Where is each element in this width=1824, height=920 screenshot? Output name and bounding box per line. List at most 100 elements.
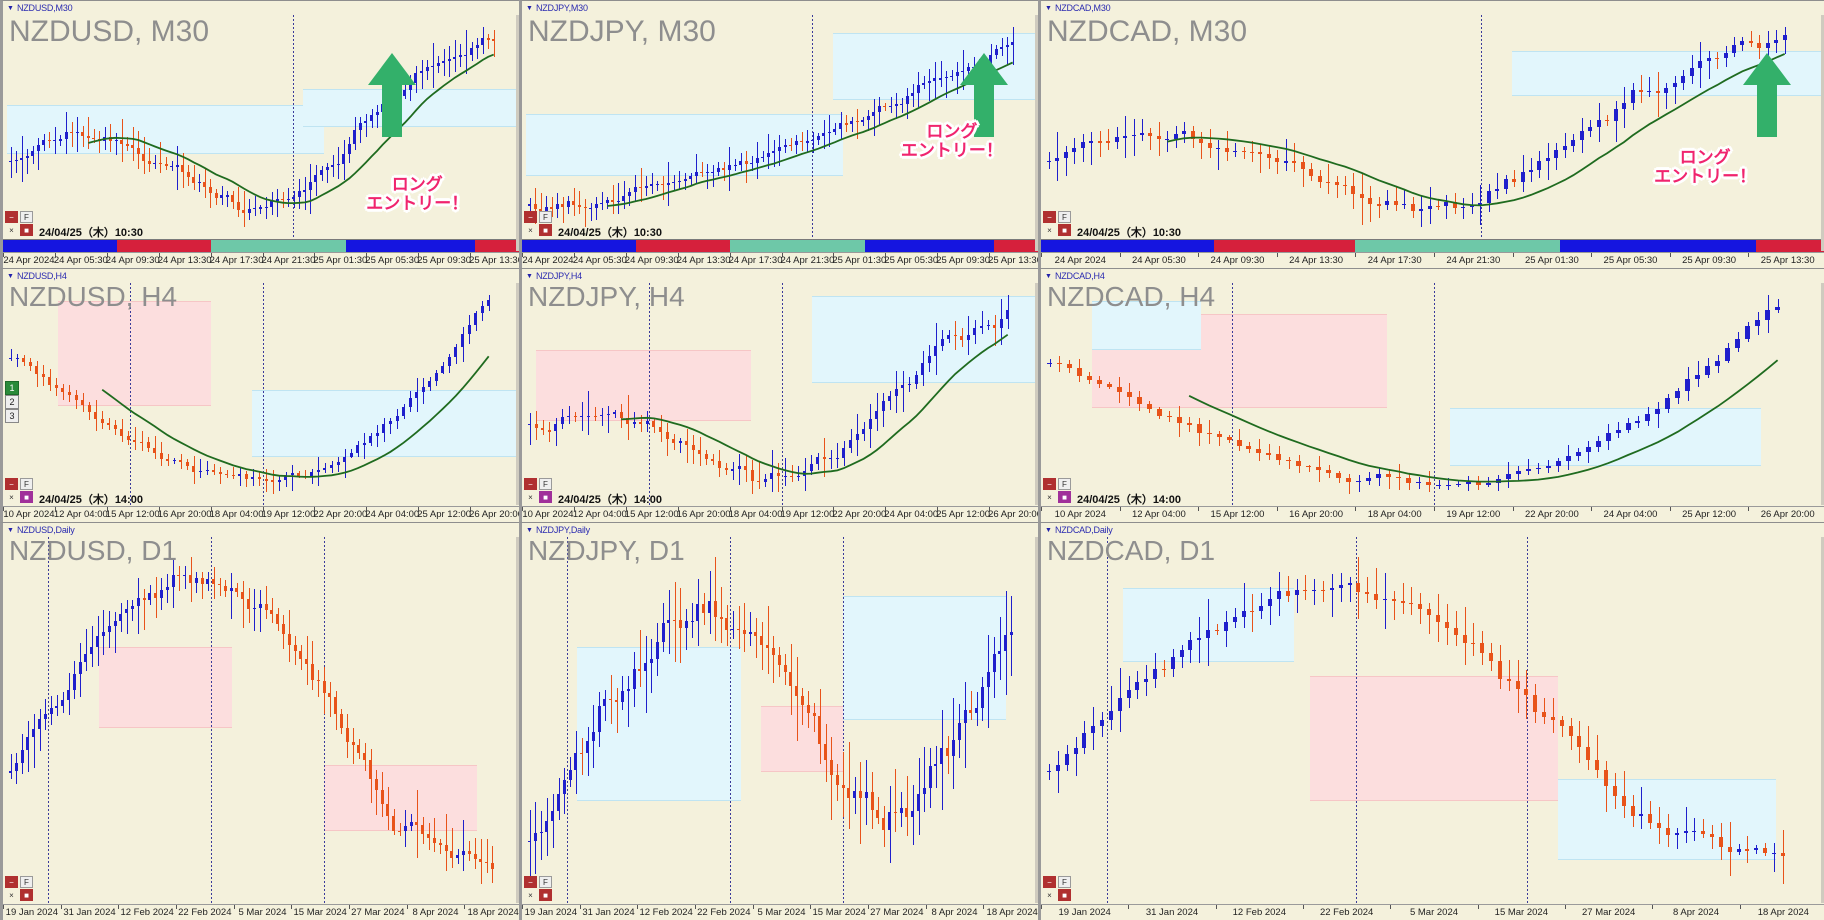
price-scale[interactable] xyxy=(516,1,519,251)
indicator-icon[interactable]: ■ xyxy=(539,224,552,236)
chevron-down-icon[interactable]: ▼ xyxy=(526,272,533,280)
minimize-icon[interactable]: − xyxy=(524,211,537,223)
candle-body xyxy=(597,705,601,733)
plot-area-nzdcad-d1[interactable] xyxy=(1045,537,1823,904)
minimize-icon[interactable]: − xyxy=(1043,478,1056,490)
price-scale[interactable] xyxy=(516,269,519,505)
chart-panel-nzdusd-d1[interactable]: ▼ NZDUSD,Daily NZDUSD, D1 − F × ■ 19 Jan 2024 31… xyxy=(0,522,519,920)
candle-wick xyxy=(1243,146,1245,160)
close-icon[interactable]: × xyxy=(5,224,18,236)
scale-button-3[interactable]: 3 xyxy=(5,409,19,424)
price-scale[interactable] xyxy=(1821,269,1824,505)
chevron-down-icon[interactable]: ▼ xyxy=(7,4,14,12)
panel-window-controls[interactable]: − F × ■ xyxy=(5,478,33,503)
chevron-down-icon[interactable]: ▼ xyxy=(1045,4,1052,12)
minimize-icon[interactable]: − xyxy=(5,478,18,490)
fullscreen-icon[interactable]: F xyxy=(1058,211,1071,223)
close-icon[interactable]: × xyxy=(524,491,537,503)
indicator-icon[interactable]: ■ xyxy=(539,889,552,901)
scale-button-2[interactable]: 2 xyxy=(5,395,19,410)
fullscreen-icon[interactable]: F xyxy=(539,478,552,490)
minimize-icon[interactable]: − xyxy=(5,876,18,888)
minimize-icon[interactable]: − xyxy=(524,478,537,490)
panel-window-controls[interactable]: − F × ■ xyxy=(5,211,33,236)
candle-body xyxy=(427,833,431,838)
chart-panel-nzdjpy-d1[interactable]: ▼ NZDJPY,Daily NZDJPY, D1 − F × ■ 19 Jan 2024 31… xyxy=(519,522,1038,920)
minimize-icon[interactable]: − xyxy=(1043,876,1056,888)
indicator-icon[interactable]: ■ xyxy=(20,889,33,901)
chart-tab-nzdusd-d1[interactable]: ▼ NZDUSD,Daily xyxy=(3,523,519,537)
close-icon[interactable]: × xyxy=(5,889,18,901)
panel-window-controls[interactable]: − F × ■ xyxy=(1043,876,1071,901)
price-scale[interactable] xyxy=(1035,1,1038,251)
plot-area-nzdusd-h4[interactable] xyxy=(7,283,518,506)
chart-panel-nzdusd-h4[interactable]: ▼ NZDUSD,H4 NZDUSD, H4 1 2 3 − F × ■ 24/04/25（木）14… xyxy=(0,268,519,522)
chevron-down-icon[interactable]: ▼ xyxy=(526,4,533,12)
indicator-icon[interactable]: ■ xyxy=(539,491,552,503)
session-segment xyxy=(636,240,730,252)
chart-tab-nzdjpy-h4[interactable]: ▼ NZDJPY,H4 xyxy=(522,269,1038,283)
plot-area-nzdjpy-d1[interactable] xyxy=(526,537,1037,904)
indicator-icon[interactable]: ■ xyxy=(20,491,33,503)
indicator-icon[interactable]: ■ xyxy=(1058,889,1071,901)
minimize-icon[interactable]: − xyxy=(5,211,18,223)
fullscreen-icon[interactable]: F xyxy=(539,211,552,223)
close-icon[interactable]: × xyxy=(524,224,537,236)
indicator-icon[interactable]: ■ xyxy=(20,224,33,236)
close-icon[interactable]: × xyxy=(1043,224,1056,236)
scale-button-1[interactable]: 1 xyxy=(5,381,19,396)
candle-body xyxy=(868,418,872,430)
panel-window-controls[interactable]: − F × ■ xyxy=(524,478,552,503)
plot-area-nzdcad-h4[interactable] xyxy=(1045,283,1823,506)
plot-area-nzdusd-d1[interactable] xyxy=(7,537,518,904)
chart-tab-nzdcad-m30[interactable]: ▼ NZDCAD,M30 xyxy=(1041,1,1824,15)
price-scale[interactable] xyxy=(1821,523,1824,903)
chart-tab-nzdcad-d1[interactable]: ▼ NZDCAD,Daily xyxy=(1041,523,1824,537)
chart-tab-nzdusd-m30[interactable]: ▼ NZDUSD,M30 xyxy=(3,1,519,15)
fullscreen-icon[interactable]: F xyxy=(20,876,33,888)
chart-panel-nzdjpy-m30[interactable]: ▼ NZDJPY,M30 NZDJPY, M30 ロング エントリー！ − F × ■ 24/04… xyxy=(519,0,1038,268)
minimize-icon[interactable]: − xyxy=(524,876,537,888)
chart-tab-nzdjpy-d1[interactable]: ▼ NZDJPY,Daily xyxy=(522,523,1038,537)
chevron-down-icon[interactable]: ▼ xyxy=(526,526,533,534)
price-scale[interactable] xyxy=(1035,269,1038,505)
chart-tab-nzdusd-h4[interactable]: ▼ NZDUSD,H4 xyxy=(3,269,519,283)
chevron-down-icon[interactable]: ▼ xyxy=(7,272,14,280)
chart-panel-nzdusd-m30[interactable]: ▼ NZDUSD,M30 NZDUSD, M30 ロング エントリー！ − F × ■ 24/04… xyxy=(0,0,519,268)
fullscreen-icon[interactable]: F xyxy=(539,876,552,888)
panel-window-controls[interactable]: − F × ■ xyxy=(524,876,552,901)
plot-area-nzdusd-m30[interactable] xyxy=(7,15,518,239)
chart-tab-nzdjpy-m30[interactable]: ▼ NZDJPY,M30 xyxy=(522,1,1038,15)
plot-area-nzdjpy-h4[interactable] xyxy=(526,283,1037,506)
plot-area-nzdjpy-m30[interactable] xyxy=(526,15,1037,239)
chart-panel-nzdcad-d1[interactable]: ▼ NZDCAD,Daily NZDCAD, D1 − F × ■ 19 Jan 2024 31… xyxy=(1038,522,1824,920)
chevron-down-icon[interactable]: ▼ xyxy=(1045,526,1052,534)
panel-window-controls[interactable]: − F × ■ xyxy=(524,211,552,236)
price-scale[interactable] xyxy=(1035,523,1038,903)
price-scale[interactable] xyxy=(1821,1,1824,251)
minimize-icon[interactable]: − xyxy=(1043,211,1056,223)
chevron-down-icon[interactable]: ▼ xyxy=(7,526,14,534)
close-icon[interactable]: × xyxy=(524,889,537,901)
panel-window-controls[interactable]: − F × ■ xyxy=(1043,478,1071,503)
chevron-down-icon[interactable]: ▼ xyxy=(1045,272,1052,280)
chart-tab-nzdcad-h4[interactable]: ▼ NZDCAD,H4 xyxy=(1041,269,1824,283)
panel-window-controls[interactable]: − F × ■ xyxy=(1043,211,1071,236)
close-icon[interactable]: × xyxy=(1043,491,1056,503)
indicator-icon[interactable]: ■ xyxy=(1058,491,1071,503)
fullscreen-icon[interactable]: F xyxy=(20,478,33,490)
indicator-icon[interactable]: ■ xyxy=(1058,224,1071,236)
panel-window-controls[interactable]: − F × ■ xyxy=(5,876,33,901)
fullscreen-icon[interactable]: F xyxy=(1058,478,1071,490)
close-icon[interactable]: × xyxy=(5,491,18,503)
candle-wick xyxy=(486,839,488,873)
price-scale[interactable] xyxy=(516,523,519,903)
fullscreen-icon[interactable]: F xyxy=(1058,876,1071,888)
chart-panel-nzdjpy-h4[interactable]: ▼ NZDJPY,H4 NZDJPY, H4 − F × ■ 24/04/25（木）14:00… xyxy=(519,268,1038,522)
candle-body xyxy=(1780,852,1785,857)
chart-panel-nzdcad-h4[interactable]: ▼ NZDCAD,H4 NZDCAD, H4 − F × ■ 24/04/25（木）14:00… xyxy=(1038,268,1824,522)
close-icon[interactable]: × xyxy=(1043,889,1056,901)
chart-panel-nzdcad-m30[interactable]: ▼ NZDCAD,M30 NZDCAD, M30 ロング エントリー！ − F × ■ 24/04… xyxy=(1038,0,1824,268)
fullscreen-icon[interactable]: F xyxy=(20,211,33,223)
